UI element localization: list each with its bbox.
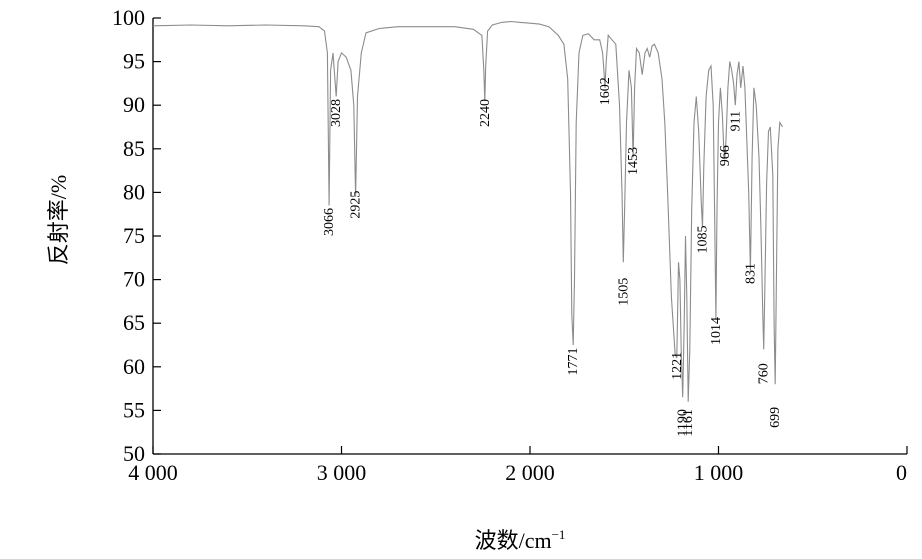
- y-tick-label: 70: [123, 267, 145, 292]
- peak-label: 1085: [695, 225, 710, 253]
- peak-label: 1453: [626, 147, 641, 175]
- peak-label: 699: [768, 407, 783, 428]
- y-tick-label: 65: [123, 310, 145, 335]
- peak-label: 1190: [676, 409, 691, 436]
- peak-label: 911: [728, 111, 743, 131]
- y-tick-label: 90: [123, 92, 145, 117]
- y-tick-label: 60: [123, 354, 145, 379]
- x-tick-label: 1 000: [694, 460, 744, 485]
- y-axis-title: 反射率/%: [46, 175, 71, 265]
- x-axis-ticks: 4 000 3 000 2 000 1 000 0: [128, 446, 908, 485]
- x-tick-label: 4 000: [128, 460, 178, 485]
- peak-label: 1161: [681, 409, 696, 436]
- peak-label: 1221: [670, 352, 685, 380]
- x-axis-title-text: 波数/cm: [475, 528, 552, 553]
- x-tick-label: 0: [896, 460, 907, 485]
- spectrum-line: [152, 20, 784, 402]
- y-tick-label: 100: [112, 5, 145, 30]
- y-tick-label: 55: [123, 397, 145, 422]
- peak-label: 3066: [322, 208, 337, 236]
- peak-label: 831: [743, 263, 758, 284]
- peak-label: 1505: [616, 278, 631, 306]
- peak-label: 2925: [349, 191, 364, 219]
- peak-label: 966: [718, 145, 733, 166]
- peak-label: 3028: [329, 99, 344, 127]
- x-axis-title-superscript: −1: [552, 527, 566, 542]
- y-tick-label: 85: [123, 136, 145, 161]
- y-tick-label: 95: [123, 49, 145, 74]
- y-axis-ticks: 50 55 60 65 70 75 80 85 90 95 100: [112, 5, 161, 466]
- peak-label: 2240: [478, 99, 493, 127]
- x-tick-label: 2 000: [505, 460, 555, 485]
- x-axis-title: 波数/cm−1: [475, 527, 566, 553]
- peak-label: 1602: [598, 77, 613, 105]
- peak-label: 760: [757, 363, 772, 384]
- y-tick-label: 80: [123, 179, 145, 204]
- peak-labels: 3066 3028 2925 2240 1771 1602 1505 1453 1221 1190…: [322, 77, 783, 436]
- y-tick-label: 50: [123, 441, 145, 466]
- y-tick-label: 75: [123, 223, 145, 248]
- axes: [152, 18, 907, 455]
- x-tick-label: 3 000: [317, 460, 367, 485]
- peak-label: 1771: [566, 348, 581, 376]
- peak-label: 1014: [709, 317, 724, 345]
